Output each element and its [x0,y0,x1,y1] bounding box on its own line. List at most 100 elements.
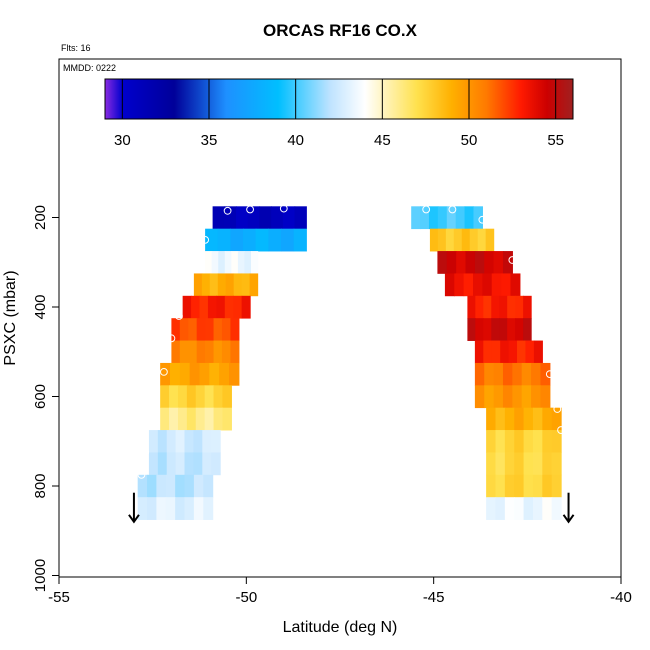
data-cell [193,273,203,297]
data-point [448,205,457,214]
data-cell [241,273,251,297]
data-point [422,205,431,214]
data-cell [222,407,232,431]
data-cell [504,430,515,453]
data-cell [483,340,493,364]
data-cell [241,295,251,319]
data-point [279,204,288,213]
data-cell [219,362,230,386]
data-cell [251,251,259,274]
data-cell [137,497,148,520]
data-cell [475,295,484,319]
data-cell [491,273,502,297]
data-cell [201,273,211,297]
data-cell [514,407,525,431]
data-cell [196,340,206,364]
data-cell [280,228,295,252]
data-cell [551,407,562,431]
data-cell [213,340,223,364]
data-cell [147,474,158,498]
y-tick-label: 800 [32,473,49,498]
data-cell [204,385,215,409]
data-point [141,448,150,457]
data-cell [249,273,259,297]
data-cell [137,474,148,498]
data-cell [184,474,195,498]
plot-area [128,204,575,524]
data-cell [171,318,181,341]
data-bands [137,206,562,520]
data-cell [531,362,542,386]
data-cell [510,273,521,297]
data-cell [540,362,551,386]
data-cell [156,497,167,520]
colorbar: 30 35 40 45 50 55 [104,78,574,149]
data-cell [196,318,206,341]
data-cell [484,385,495,409]
y-tick-label: 1000 [32,559,49,592]
data-cell [199,362,210,386]
data-cell [495,497,506,520]
data-cell [188,318,198,341]
data-cell [483,295,492,319]
data-cell [533,340,543,364]
data-cell [148,452,159,476]
data-cell [420,206,430,230]
data-cell [179,318,189,341]
data-cell [203,474,214,498]
data-cell [540,385,551,409]
x-axis: -55 -50 -45 -40 [48,577,632,606]
data-cell [259,206,272,230]
data-arrows [128,492,575,524]
data-cell [493,251,504,274]
data-cell [175,452,186,476]
data-cell [514,497,525,520]
data-cell [160,362,171,386]
data-cell [504,407,515,431]
data-cell [213,318,223,341]
data-cell [428,206,439,230]
data-cell [184,452,195,476]
data-cell [205,318,215,341]
data-cell [532,474,543,498]
data-cell [213,385,224,409]
data-cell [495,474,506,498]
data-cell [160,407,170,431]
data-cell [531,385,542,409]
data-cell [491,340,501,364]
data-cell [188,340,198,364]
data-cell [209,362,220,386]
data-cell [177,385,188,409]
data-cell [504,474,515,498]
data-cell [532,497,543,520]
data-cell [184,430,195,453]
data-cell [230,318,240,341]
data-cell [225,273,235,297]
colorbar-tick-label: 35 [201,132,218,149]
data-cell [179,362,191,386]
x-tick-label: -45 [423,589,445,606]
data-cell [525,340,535,364]
data-cell [542,497,553,520]
data-cell [455,206,466,230]
data-cell [147,497,158,520]
data-cell [542,452,553,476]
data-cell [186,407,197,431]
descent-arrow [128,492,140,524]
data-cell [493,362,504,386]
data-circles [137,204,565,479]
data-cell [508,340,518,364]
chart-title: ORCAS RF16 CO.X [263,21,418,40]
colorbar-tick-label: 40 [287,132,304,149]
data-cell [493,385,504,409]
data-cell [482,273,493,297]
data-cell [156,474,167,498]
data-cell [523,430,534,453]
data-cell [175,497,186,520]
data-cell [195,407,206,431]
data-cell [217,273,227,297]
mmdd-label: MMDD: 0222 [63,63,116,73]
data-cell [282,206,296,230]
data-cell [514,452,525,476]
data-cell [504,452,515,476]
